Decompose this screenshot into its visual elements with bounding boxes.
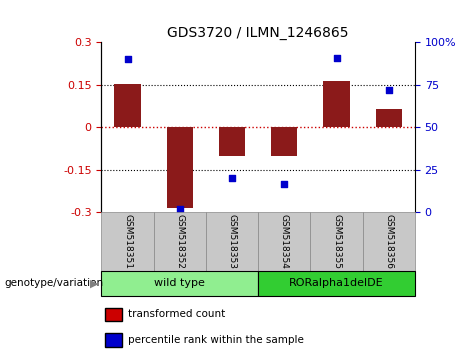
Title: GDS3720 / ILMN_1246865: GDS3720 / ILMN_1246865 (167, 26, 349, 40)
FancyBboxPatch shape (101, 271, 258, 296)
FancyBboxPatch shape (258, 271, 415, 296)
Text: GSM518354: GSM518354 (280, 214, 289, 269)
Bar (114, 84, 141, 127)
Text: genotype/variation: genotype/variation (5, 278, 104, 288)
Text: GSM518352: GSM518352 (175, 214, 184, 269)
Point (333, 55, 340, 61)
Bar (376, 109, 402, 127)
Text: ▶: ▶ (90, 278, 98, 288)
Point (385, 87, 392, 93)
FancyBboxPatch shape (105, 333, 122, 347)
FancyBboxPatch shape (101, 212, 154, 271)
FancyBboxPatch shape (310, 212, 363, 271)
Point (228, 176, 236, 181)
Bar (324, 81, 349, 127)
Bar (271, 127, 297, 156)
FancyBboxPatch shape (105, 308, 122, 321)
FancyBboxPatch shape (206, 212, 258, 271)
Text: RORalpha1delDE: RORalpha1delDE (289, 278, 384, 288)
Text: GSM518351: GSM518351 (123, 214, 132, 269)
Text: GSM518356: GSM518356 (384, 214, 393, 269)
Text: GSM518355: GSM518355 (332, 214, 341, 269)
Bar (167, 127, 193, 208)
Text: GSM518353: GSM518353 (228, 214, 236, 269)
FancyBboxPatch shape (258, 212, 310, 271)
Text: percentile rank within the sample: percentile rank within the sample (128, 335, 304, 345)
FancyBboxPatch shape (154, 212, 206, 271)
Text: transformed count: transformed count (128, 309, 225, 319)
FancyBboxPatch shape (363, 212, 415, 271)
Bar (219, 127, 245, 156)
Text: wild type: wild type (154, 278, 205, 288)
Point (124, 57, 131, 62)
Point (281, 181, 288, 186)
Point (176, 206, 183, 212)
